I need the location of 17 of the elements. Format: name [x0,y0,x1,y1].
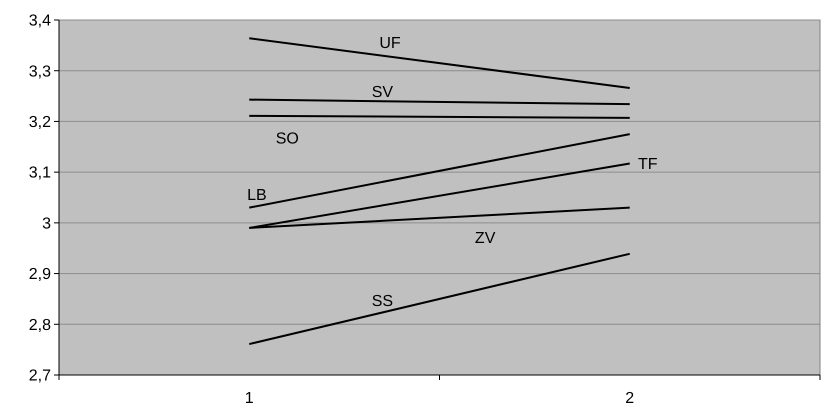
y-tick-label: 3 [42,215,52,232]
y-tick-label: 2,7 [28,368,52,385]
y-tick-label: 2,9 [28,266,52,284]
y-tick-label: 3,2 [28,114,52,132]
series-label: SO [276,130,299,148]
y-tick-label: 3,1 [28,164,52,182]
series-label: LB [247,186,267,204]
x-tick-label: 2 [625,390,634,407]
series-label: SS [372,293,394,310]
series-label: ZV [474,230,496,247]
y-tick-label: 2,8 [28,316,52,334]
y-tick-label: 3,3 [28,63,52,80]
series-label: TF [638,156,658,174]
y-tick-label: 3,4 [28,12,52,30]
series-label: SV [372,84,394,101]
x-tick-label: 1 [244,390,254,407]
series-label: UF [379,35,401,52]
